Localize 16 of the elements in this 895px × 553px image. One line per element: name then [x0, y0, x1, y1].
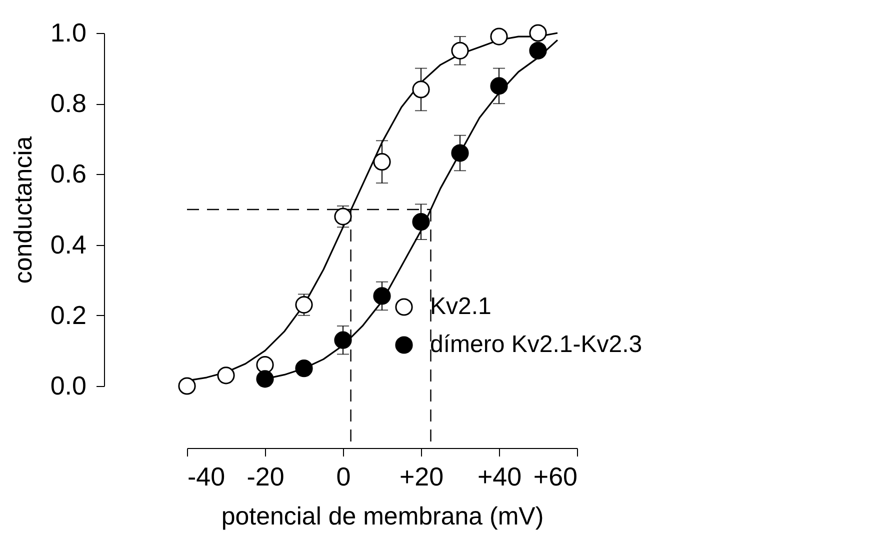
legend-label: Kv2.1	[430, 293, 492, 320]
y-tick-label: 0.8	[50, 88, 86, 118]
y-tick-label: 0.4	[50, 229, 86, 260]
y-tick-label: 0.0	[50, 370, 86, 400]
x-tick-label: +40	[477, 462, 522, 492]
x-tick-label: -40	[188, 462, 226, 492]
x-tick-label: +60	[533, 462, 578, 492]
x-tick-label: 0	[336, 462, 351, 492]
legend-label: dímero Kv2.1-Kv2.3	[430, 331, 642, 358]
x-tick-label: +20	[399, 462, 444, 492]
y-tick-label: 0.2	[50, 300, 86, 330]
x-tick-label: -20	[246, 462, 284, 492]
y-tick-label: 0.6	[50, 158, 86, 189]
y-tick-label: 1.0	[50, 18, 86, 48]
x-axis-title: potencial de membrana (mV)	[221, 502, 544, 530]
y-axis-title: conductancia	[9, 136, 38, 284]
